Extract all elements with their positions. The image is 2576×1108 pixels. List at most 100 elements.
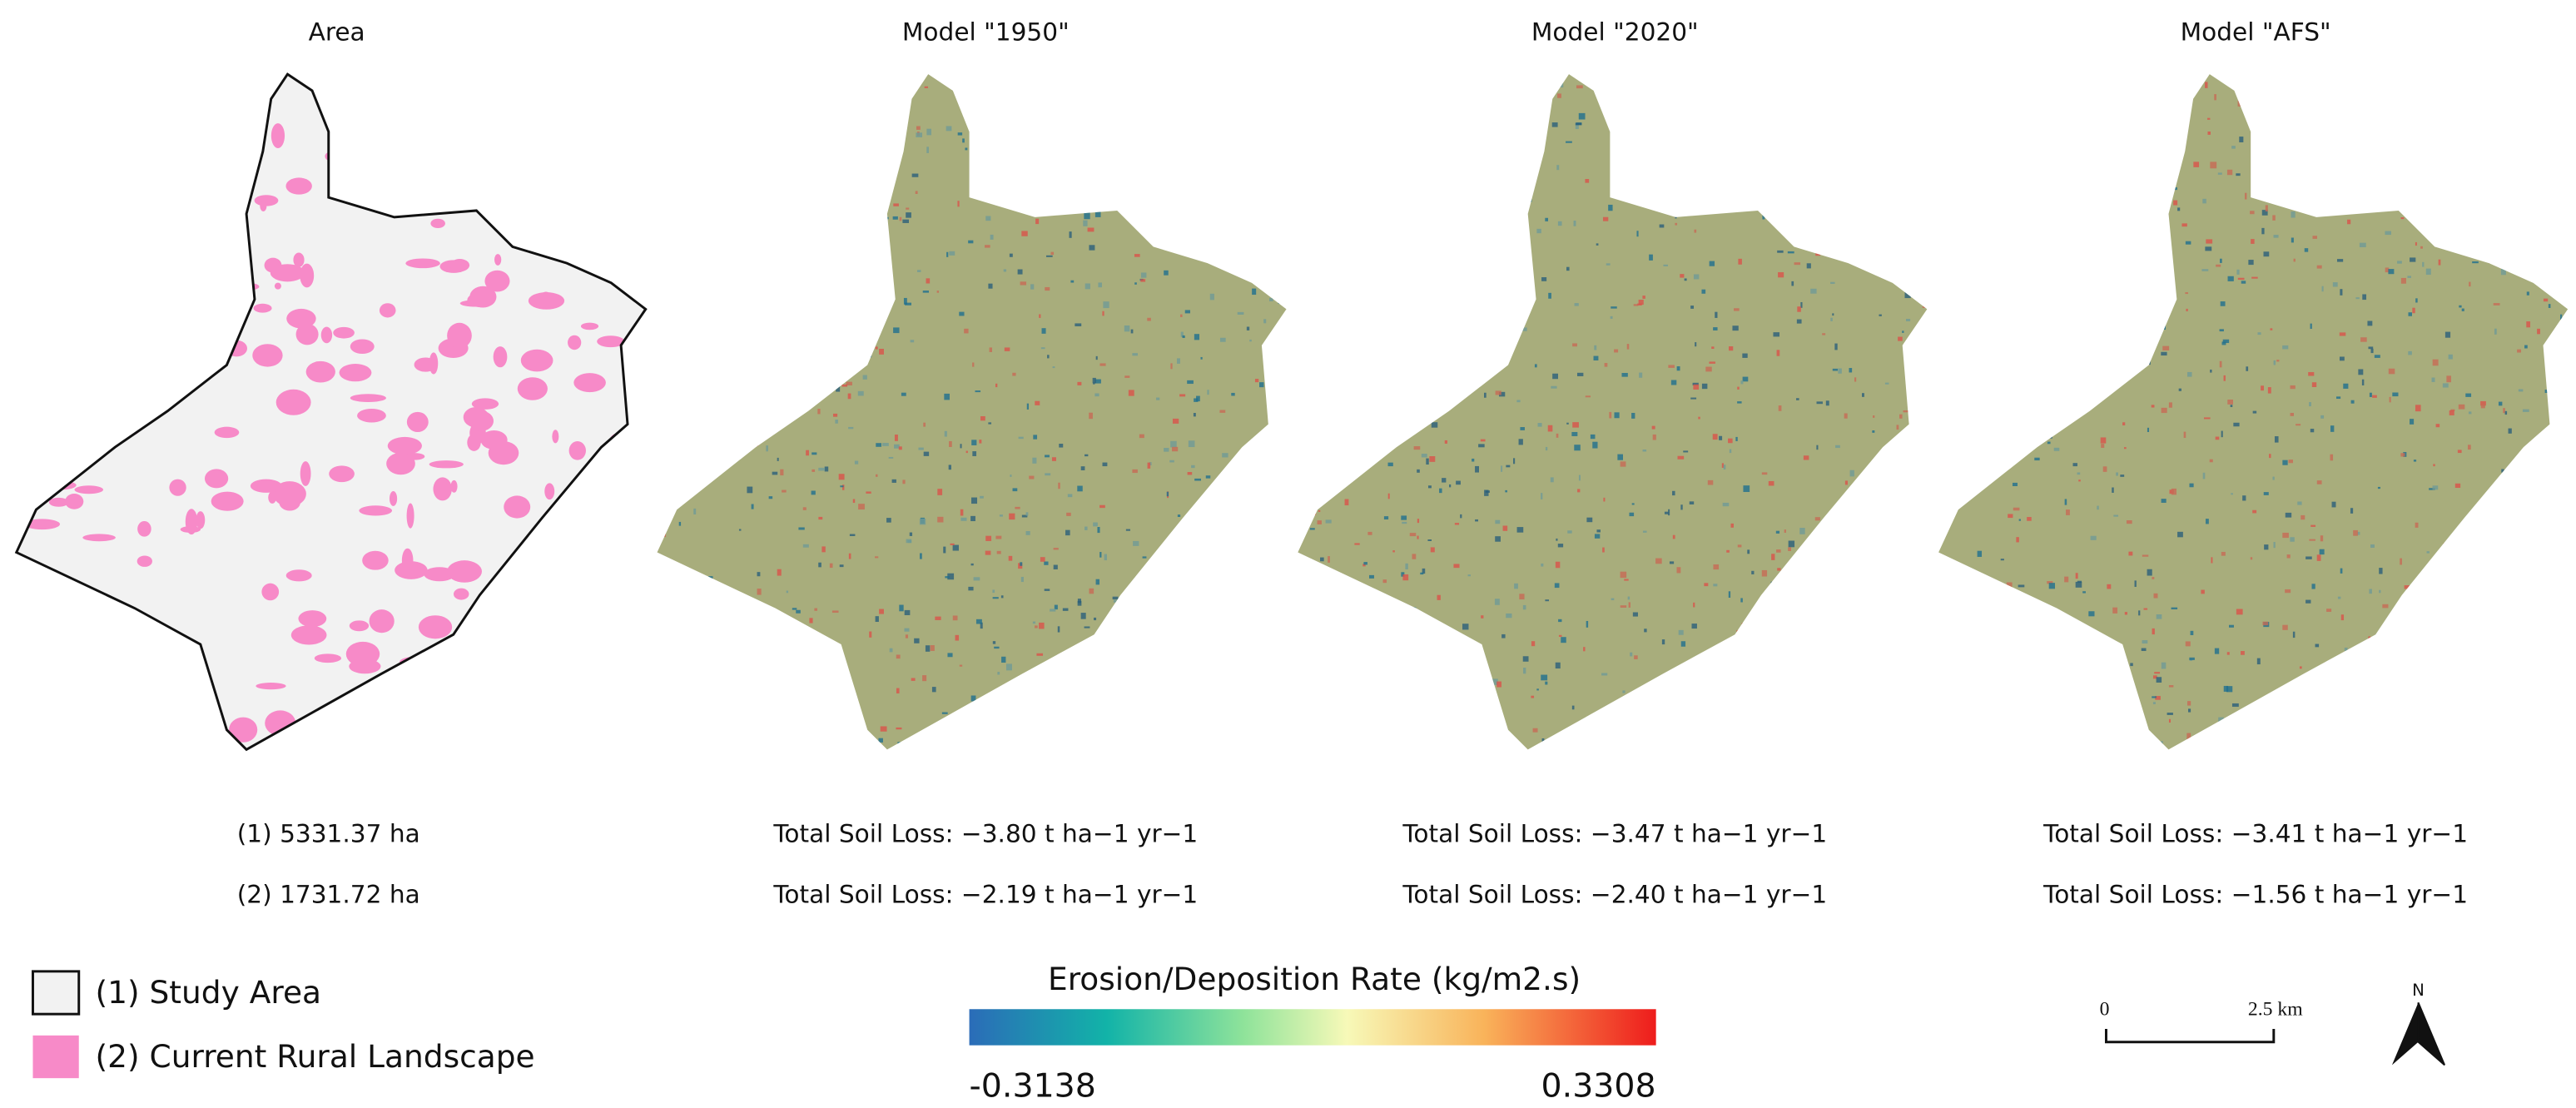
- speckle: [729, 229, 733, 233]
- speckle: [2268, 718, 2275, 721]
- speckle: [1421, 186, 1424, 191]
- speckle: [1243, 203, 1249, 208]
- speckle: [1326, 234, 1329, 239]
- speckle: [868, 188, 876, 195]
- patch: [183, 337, 213, 358]
- speckle: [1475, 465, 1479, 473]
- patch: [16, 159, 27, 167]
- speckle: [980, 622, 983, 629]
- speckle: [1182, 335, 1185, 339]
- speckle: [2554, 715, 2559, 722]
- patch: [373, 182, 406, 205]
- speckle: [2046, 353, 2051, 356]
- speckle: [1771, 554, 1775, 560]
- speckle: [2206, 239, 2213, 244]
- speckle: [2133, 219, 2140, 224]
- legend-text: (1) Study Area: [95, 974, 321, 1011]
- speckle: [1313, 487, 1320, 494]
- speckle: [1849, 470, 1854, 477]
- patch: [204, 469, 229, 489]
- speckle: [2068, 637, 2071, 643]
- speckle: [1856, 482, 1863, 487]
- patch: [631, 386, 646, 405]
- speckle: [1908, 400, 1911, 403]
- speckle: [2339, 332, 2346, 336]
- speckle: [1735, 436, 1738, 441]
- speckle: [955, 718, 959, 723]
- patch: [498, 577, 519, 601]
- speckle: [1254, 727, 1257, 734]
- speckle: [1131, 583, 1138, 589]
- speckle: [2152, 675, 2157, 679]
- speckle: [2564, 104, 2569, 108]
- speckle: [716, 152, 718, 157]
- speckle: [1230, 498, 1237, 504]
- patch: [314, 653, 341, 663]
- speckle: [1367, 392, 1372, 395]
- speckle: [2461, 594, 2464, 600]
- speckle: [1377, 626, 1380, 631]
- speckle: [1268, 633, 1272, 639]
- speckle: [2017, 400, 2022, 404]
- speckle: [2454, 483, 2461, 488]
- speckle: [2264, 544, 2269, 550]
- patch: [633, 217, 646, 227]
- speckle: [1444, 440, 1447, 444]
- speckle: [1099, 363, 1106, 366]
- speckle: [2291, 237, 2294, 243]
- speckle: [1265, 92, 1271, 96]
- speckle: [2376, 199, 2380, 205]
- speckle: [1040, 136, 1043, 140]
- speckle: [1948, 193, 1953, 199]
- speckle: [2237, 100, 2244, 107]
- speckle: [1809, 97, 1817, 102]
- speckle: [957, 201, 960, 207]
- speckle: [1005, 146, 1012, 150]
- legend-swatch: [31, 970, 81, 1016]
- speckle: [2554, 637, 2559, 643]
- speckle: [1659, 224, 1665, 228]
- speckle: [2330, 425, 2335, 432]
- speckle: [1996, 312, 1999, 316]
- speckle: [1949, 640, 1955, 645]
- patch: [608, 82, 638, 101]
- patch: [369, 609, 395, 633]
- speckle: [1177, 358, 1180, 364]
- speckle: [2526, 321, 2531, 328]
- speckle: [812, 452, 817, 455]
- speckle: [2290, 412, 2294, 416]
- speckle: [837, 365, 841, 372]
- speckle: [1788, 547, 1792, 551]
- speckle: [1447, 195, 1452, 201]
- speckle: [2018, 609, 2021, 616]
- speckle: [2415, 522, 2419, 528]
- patch: [593, 653, 629, 667]
- speckle: [965, 450, 968, 454]
- patch: [473, 659, 482, 672]
- speckle: [1089, 245, 1095, 251]
- speckle: [1862, 231, 1864, 237]
- speckle: [896, 688, 900, 693]
- speckle: [2330, 739, 2334, 743]
- speckle: [1641, 77, 1645, 79]
- speckle: [2214, 648, 2220, 654]
- speckle: [1444, 304, 1452, 306]
- speckle: [1977, 550, 1983, 557]
- speckle: [1675, 222, 1678, 226]
- speckle: [1557, 544, 1564, 548]
- patch: [449, 564, 474, 574]
- speckle: [1462, 624, 1469, 630]
- speckle: [892, 216, 898, 220]
- speckle: [2189, 657, 2195, 660]
- speckle: [1785, 598, 1790, 605]
- speckle: [2458, 713, 2464, 720]
- speckle: [2489, 171, 2494, 177]
- speckle: [1985, 453, 1989, 458]
- speckle: [2248, 260, 2254, 266]
- speckle: [1741, 639, 1745, 642]
- patch: [137, 308, 170, 329]
- speckle: [1652, 434, 1656, 440]
- panel-stat: (1) 5331.37 ha: [237, 820, 420, 848]
- speckle: [2219, 329, 2224, 332]
